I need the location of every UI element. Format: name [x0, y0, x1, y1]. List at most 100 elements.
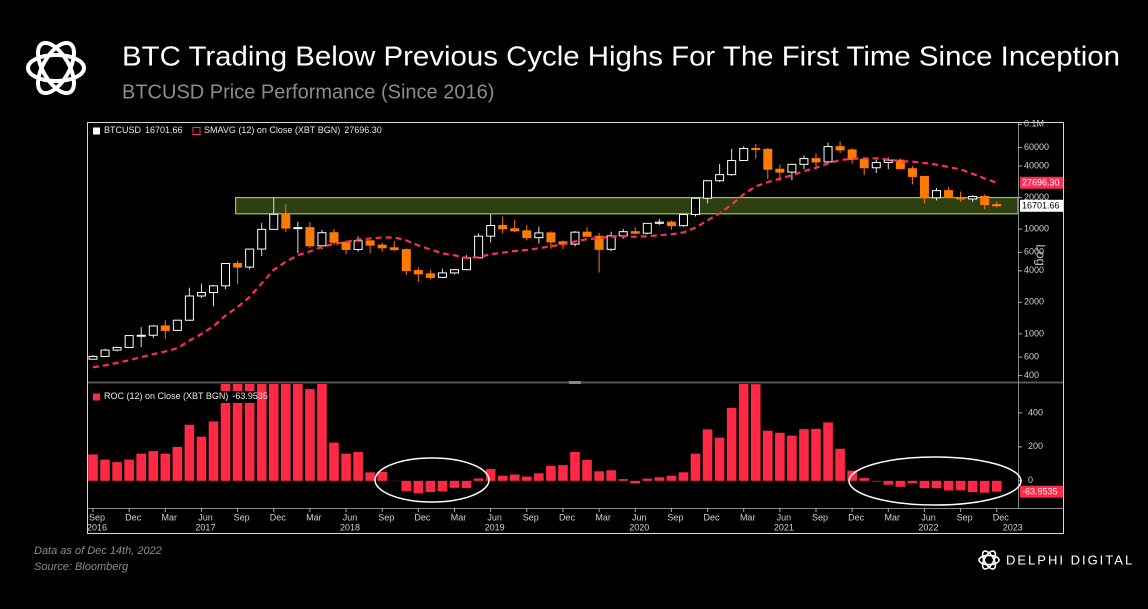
roc-bar	[883, 480, 894, 485]
roc-bar	[582, 459, 592, 481]
roc-bar	[425, 480, 436, 493]
x-tick-label: Mar	[306, 512, 322, 522]
year-label: 2021	[774, 522, 794, 532]
x-tick-label: Mar	[885, 512, 901, 522]
roc-bar	[702, 429, 713, 481]
sma-line	[92, 157, 998, 369]
candle-body	[859, 158, 869, 169]
candle-body	[847, 149, 857, 160]
candle-body	[606, 235, 616, 250]
brand-name: DELPHI DIGITAL	[1006, 552, 1134, 567]
x-tick-label: Dec	[559, 512, 576, 522]
roc-y-tick-label: 200	[1028, 441, 1043, 451]
x-tick-label: Jun	[198, 512, 213, 522]
y-tick-label: 0.1M	[1024, 119, 1044, 129]
roc-y-tick-label: 0	[1028, 475, 1033, 485]
roc-bar	[967, 480, 978, 493]
legend-text: ROC (12) on Close (XBT BGN) -63.9535	[104, 391, 268, 401]
year-label: 2017	[195, 522, 215, 532]
candle-body	[172, 319, 182, 331]
roc-bar	[413, 480, 424, 494]
candle-body	[944, 190, 954, 198]
candle-body	[160, 325, 170, 331]
candle-body	[642, 222, 652, 234]
roc-bar	[991, 480, 1002, 492]
roc-bar	[775, 432, 785, 481]
roc-bar	[558, 465, 568, 481]
candle-body	[450, 269, 459, 274]
roc-bar	[172, 446, 183, 481]
roc-bar	[979, 480, 990, 493]
roc-bar	[485, 469, 496, 481]
legend-bg	[90, 391, 255, 403]
x-tick-label: Mar	[740, 512, 756, 522]
roc-bar	[570, 451, 580, 481]
candle-body	[317, 232, 327, 247]
roc-bar	[931, 480, 942, 489]
roc-bar	[847, 470, 857, 481]
roc-bar	[763, 430, 773, 481]
roc-bar	[268, 384, 279, 481]
legend-part: ROC (12) on Close (XBT BGN)	[104, 391, 228, 401]
panel-handle	[569, 381, 581, 384]
annotation-ellipse	[848, 456, 1022, 506]
roc-bar	[823, 422, 833, 481]
legend-swatch	[93, 127, 100, 135]
roc-last-box	[1020, 485, 1063, 498]
y-tick-label: 60000	[1024, 142, 1049, 152]
close-last-text: 16701.66	[1022, 201, 1060, 211]
candle-body	[329, 232, 339, 243]
roc-bar	[630, 480, 641, 484]
roc-bar	[136, 453, 146, 481]
candle-body	[582, 231, 592, 237]
candle-body	[907, 168, 917, 177]
candle-body	[968, 195, 978, 200]
roc-bar	[618, 479, 628, 481]
roc-bar	[112, 462, 122, 481]
roc-bar	[449, 480, 460, 488]
x-tick-label: Dec	[414, 512, 431, 522]
roc-bar	[100, 459, 110, 481]
candle-body	[666, 221, 676, 227]
brand-logo	[978, 550, 1000, 570]
y-axis-label: Log	[1034, 244, 1049, 266]
candle-body	[654, 221, 664, 224]
legend-part: BTCUSD	[104, 125, 142, 135]
footnote: Data as of Dec 14th, 2022	[34, 545, 162, 557]
candle-body	[678, 213, 688, 227]
roc-panel	[88, 384, 1002, 494]
roc-bar	[509, 474, 520, 481]
x-tick-label: Jun	[921, 512, 936, 522]
candle-body	[739, 148, 749, 161]
price-panel	[88, 141, 1018, 369]
candle-body	[522, 230, 532, 239]
sma-last-box	[1020, 176, 1063, 189]
candle-body	[570, 231, 580, 245]
y-tick-label: 4000	[1024, 265, 1044, 275]
candle-body	[486, 225, 496, 237]
roc-bar	[124, 459, 134, 481]
roc-bar	[871, 480, 882, 482]
roc-bar	[678, 472, 689, 481]
roc-bar	[365, 472, 375, 481]
roc-bar	[401, 480, 412, 492]
y-tick-label: 6000	[1024, 247, 1044, 257]
title: BTC Trading Below Previous Cycle Highs F…	[122, 40, 1120, 71]
legend-swatch	[192, 127, 201, 135]
y-tick-label: 2000	[1024, 297, 1044, 307]
y-tick-label: 600	[1024, 351, 1039, 361]
candle-body	[365, 240, 375, 246]
candle-body	[196, 292, 206, 297]
candle-body	[594, 235, 604, 250]
candle-body	[100, 349, 110, 357]
candle-body	[269, 213, 279, 230]
roc-bar	[196, 436, 207, 481]
candle-body	[811, 158, 821, 163]
roc-bar	[907, 480, 918, 484]
resistance-band	[235, 196, 1018, 215]
candle-body	[88, 355, 98, 360]
candle-body	[425, 273, 435, 278]
candle-body	[124, 335, 134, 348]
candle-body	[245, 248, 255, 268]
